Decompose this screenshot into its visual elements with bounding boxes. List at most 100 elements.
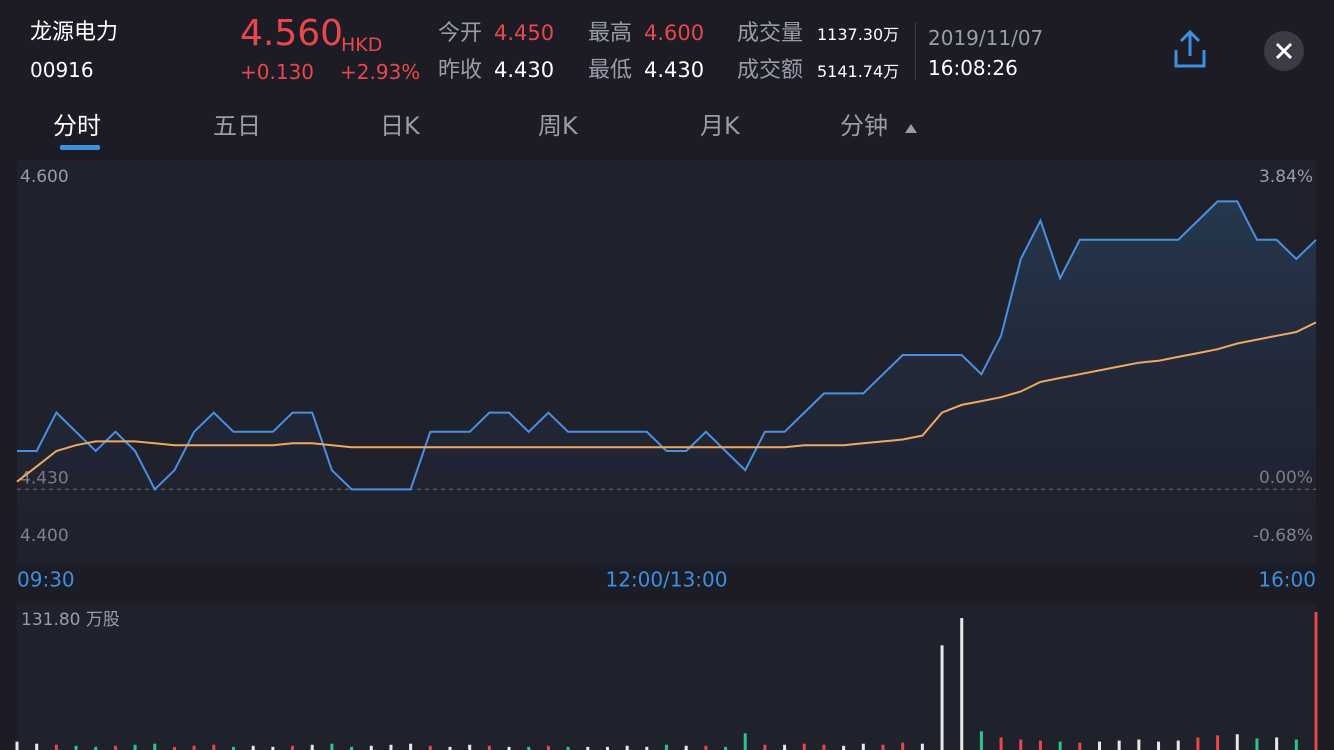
stat-value: 4.430: [644, 58, 705, 82]
volume-bar: [743, 733, 747, 750]
volume-bar: [1275, 737, 1279, 750]
currency: HKD: [341, 34, 383, 56]
tab[interactable]: 五日: [213, 112, 261, 140]
stat-label: 今开: [438, 21, 483, 46]
volume-bar: [546, 745, 550, 750]
volume-bar: [153, 743, 157, 750]
tab[interactable]: 日K: [380, 112, 420, 140]
volume-bar: [310, 744, 314, 750]
volume-bar: [369, 745, 373, 750]
volume-bar: [330, 743, 334, 750]
volume-bar: [1157, 741, 1161, 750]
volume-bar: [15, 741, 19, 750]
volume-bar: [74, 745, 78, 750]
volume-bar: [212, 744, 216, 750]
volume-bar: [1117, 740, 1121, 750]
close-button[interactable]: [1263, 30, 1305, 72]
volume-bar: [527, 746, 531, 750]
stat-label: 昨收: [438, 58, 483, 83]
volume-bar: [1216, 735, 1220, 750]
volume-bar: [232, 746, 235, 750]
volume-bar: [487, 745, 491, 750]
volume-bar: [822, 744, 826, 750]
stock-code: 00916: [30, 58, 94, 82]
stat-value: 4.430: [494, 58, 555, 82]
stat-label: 成交量: [737, 21, 804, 46]
stock-name: 龙源电力: [30, 20, 119, 45]
stat-value: 5141.74万: [817, 62, 900, 81]
tab[interactable]: 分时: [53, 112, 101, 140]
y-tick-label: 4.600: [20, 167, 69, 187]
volume-bar: [428, 745, 432, 750]
volume-bar: [54, 744, 58, 750]
volume-bar: [133, 744, 137, 750]
x-tick-label: 16:00: [1258, 568, 1316, 592]
volume-bar: [1294, 739, 1298, 750]
volume-bar: [1176, 740, 1180, 750]
volume-bar: [1058, 741, 1062, 750]
tab[interactable]: 分钟: [840, 112, 888, 140]
volume-area: [17, 603, 1316, 750]
volume-bar: [468, 744, 472, 750]
volume-bar: [251, 745, 255, 750]
volume-bar: [172, 746, 176, 750]
change: +0.130: [240, 60, 315, 84]
volume-bar: [448, 746, 452, 750]
stat-value: 1137.30万: [817, 25, 900, 44]
volume-bar: [842, 745, 846, 750]
volume-bar: [507, 746, 511, 750]
stat-label: 成交额: [737, 58, 804, 83]
price: 4.560: [240, 13, 344, 54]
volume-bar: [861, 743, 865, 750]
y2-tick-label: 3.84%: [1259, 167, 1313, 187]
volume-bar: [763, 744, 767, 750]
volume-bar: [566, 746, 570, 750]
tab[interactable]: 月K: [700, 112, 740, 140]
volume-bar: [1078, 742, 1082, 750]
volume-bar: [1196, 737, 1200, 750]
share-button[interactable]: [1170, 28, 1210, 70]
volume-bar: [605, 746, 609, 750]
date: 2019/11/07: [928, 26, 1044, 50]
volume-bar: [389, 744, 393, 750]
volume-bar: [783, 744, 787, 750]
tab[interactable]: 周K: [538, 112, 578, 140]
volume-bar: [665, 744, 668, 750]
volume-bar: [586, 746, 590, 750]
stat-label: 最高: [588, 21, 633, 46]
volume-bar: [901, 742, 905, 750]
price-line: [17, 200, 1317, 492]
volume-bar: [409, 743, 413, 750]
time: 16:08:26: [928, 56, 1018, 80]
volume-bar: [979, 731, 983, 750]
volume-bar: [1314, 612, 1318, 750]
stat-value: 4.450: [494, 21, 555, 45]
volume-bar: [999, 737, 1003, 750]
tab-underline: [60, 145, 100, 150]
volume-bar: [113, 745, 117, 750]
volume-bar: [881, 744, 885, 750]
volume-bar: [1137, 739, 1141, 750]
volume-bar: [350, 746, 354, 750]
volume-bar: [940, 645, 944, 750]
dropdown-arrow: [905, 124, 917, 133]
volume-bar: [684, 745, 688, 750]
volume-bar: [645, 746, 649, 750]
volume-bar: [1255, 738, 1259, 750]
volume-bar: [192, 745, 196, 750]
volume-tick-label: 131.80 万股: [21, 610, 120, 630]
x-tick-label: 09:30: [17, 568, 75, 592]
stat-value: 4.600: [644, 21, 705, 45]
change-pct: +2.93%: [340, 60, 421, 84]
x-tick-label: 12:00/13:00: [605, 568, 727, 592]
volume-bar: [1098, 741, 1101, 750]
volume-bar: [35, 743, 39, 750]
volume-bar: [960, 618, 964, 750]
volume-bar: [94, 746, 98, 750]
average-line: [16, 321, 1317, 483]
separator: [915, 22, 916, 80]
volume-bar: [625, 745, 629, 750]
volume-bar: [1019, 739, 1023, 750]
